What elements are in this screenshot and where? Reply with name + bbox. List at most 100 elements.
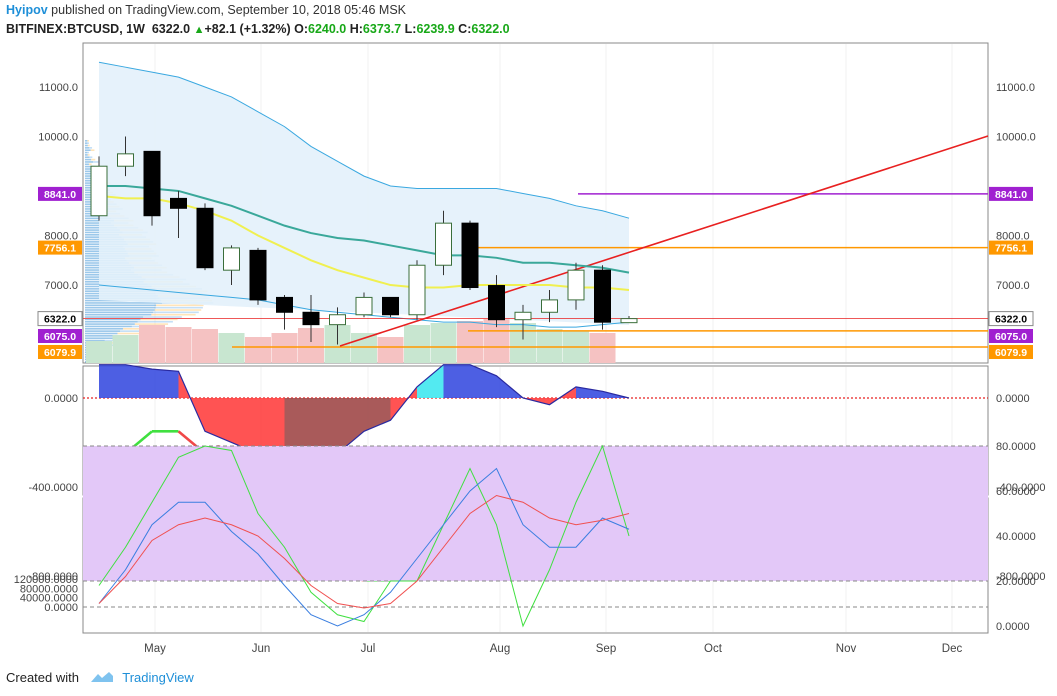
volume-profile-bar [156, 304, 204, 307]
volume-profile-bar [85, 309, 155, 311]
osc-tick-label: 0.0000 [44, 393, 78, 405]
y-tick-label-right: 8000.0 [996, 231, 1030, 243]
oscillator-area [125, 364, 152, 398]
volume-profile-bar [85, 165, 91, 168]
osc-tick-label: -400.0000 [28, 482, 78, 494]
high-value: 6373.7 [362, 22, 402, 36]
ma-yellow-line [98, 194, 630, 291]
x-tick-label: Nov [836, 643, 857, 655]
candle-body [143, 150, 161, 217]
trend-line [339, 135, 989, 347]
tradingview-link[interactable]: TradingView [122, 670, 194, 685]
stoch-tick-label: 120000.0000 [14, 574, 78, 586]
stochastic-pane [83, 444, 988, 628]
stoch-tick-label-right: 60.0000 [996, 486, 1036, 498]
candle [488, 275, 505, 328]
volume-profile-bar [85, 304, 157, 307]
volume-profile-bar [85, 302, 162, 304]
stoch-tick-label: 80000.0000 [20, 583, 78, 595]
price-label: 7756.1 7756.1 [38, 240, 1033, 255]
volume-bar [536, 329, 563, 363]
volume-profile-bar [140, 318, 178, 321]
price-label-text-left: 8841.0 [44, 189, 76, 201]
up-arrow-icon: ▲ [193, 24, 205, 36]
volume-profile-bar [89, 147, 93, 149]
price-label-box-right [989, 240, 1033, 255]
volume-profile-bar [85, 156, 90, 159]
volume-profile-bar [87, 144, 90, 147]
volume-bar [457, 321, 483, 363]
price-label-box-left [37, 311, 83, 327]
volume-profile-bar [91, 158, 96, 161]
price-label-text-right: 6322.0 [995, 314, 1027, 326]
volume-profile-bar [85, 151, 88, 154]
band-upper-line [98, 61, 630, 219]
volume-profile-bar [87, 154, 90, 156]
stoch-band [83, 446, 988, 581]
open-value: 6240.0 [308, 22, 347, 36]
price-label-box-right [989, 186, 1033, 201]
y-tick-label-right: 10000.0 [996, 132, 1036, 144]
osc-tick-label-right: 0.0000 [996, 393, 1030, 405]
oscillator-area [152, 369, 179, 398]
candle [567, 262, 585, 310]
candle [117, 136, 134, 177]
candle-body [196, 207, 214, 269]
volume-bar [139, 325, 165, 363]
footer: Created with TradingView [6, 670, 194, 685]
candle [249, 247, 267, 305]
published-text: published on TradingView.com, September … [47, 3, 407, 17]
symbol-name[interactable]: BITFINEX:BTCUSD, 1W [6, 22, 145, 36]
tradingview-logo-icon [90, 672, 113, 682]
oscillator-area [576, 386, 603, 398]
volume-profile-bar [104, 339, 119, 342]
price-label: 8841.0 8841.0 [38, 186, 1033, 201]
stochastic-line [98, 467, 630, 627]
volume-profile-bar [85, 332, 118, 335]
volume-profile-bar [87, 140, 89, 142]
low-value: 6239.9 [416, 22, 455, 36]
y-tick-label: 10000.0 [38, 132, 78, 144]
volume-profile-bar [85, 158, 92, 161]
candle-body [408, 264, 426, 316]
candle-body [382, 296, 399, 316]
candle [594, 265, 611, 330]
volume-bar [589, 333, 616, 363]
y-tick-label: 7000.0 [44, 280, 78, 292]
y-tick-label-right: 7000.0 [996, 280, 1030, 292]
volume-profile-bar [120, 330, 144, 332]
candle [90, 156, 108, 221]
price-label-text-left: 6322.0 [44, 314, 76, 326]
candle-body [435, 222, 452, 266]
candle [302, 294, 320, 342]
candle-body [355, 296, 373, 316]
price-label-text-right: 6079.9 [995, 347, 1027, 359]
price-label: 6075.0 6075.0 [38, 329, 1033, 343]
volume-profile-bar [85, 142, 88, 144]
volume-profile-bar [85, 325, 132, 328]
x-tick-label: Jul [361, 643, 376, 655]
volume-bar [245, 337, 271, 363]
volume-profile-bar [85, 320, 138, 323]
volume-profile-bar [85, 306, 156, 309]
price-label-text-left: 6079.9 [44, 347, 76, 359]
volume-profile-bar [85, 163, 89, 166]
volume-profile-bar [85, 170, 96, 173]
author-link[interactable]: Hyipov [6, 3, 48, 17]
horizontal-levels [83, 135, 989, 348]
volume-profile-bar [134, 323, 169, 325]
ma-teal-line [99, 185, 630, 274]
volume-profile-bar [87, 142, 89, 144]
volume-profile-bar [155, 306, 203, 309]
osc-tick-label: -800.0000 [28, 571, 78, 583]
candle [196, 203, 214, 271]
candle [382, 296, 399, 318]
oscillator-area [443, 364, 470, 398]
candle [461, 220, 479, 290]
stoch-tick-label-right: 0.0000 [996, 621, 1030, 633]
oscillator-area [337, 398, 364, 454]
price-label-box-left [38, 345, 82, 359]
volume-profile-bar [85, 161, 94, 163]
price-label-box-left [38, 186, 82, 201]
